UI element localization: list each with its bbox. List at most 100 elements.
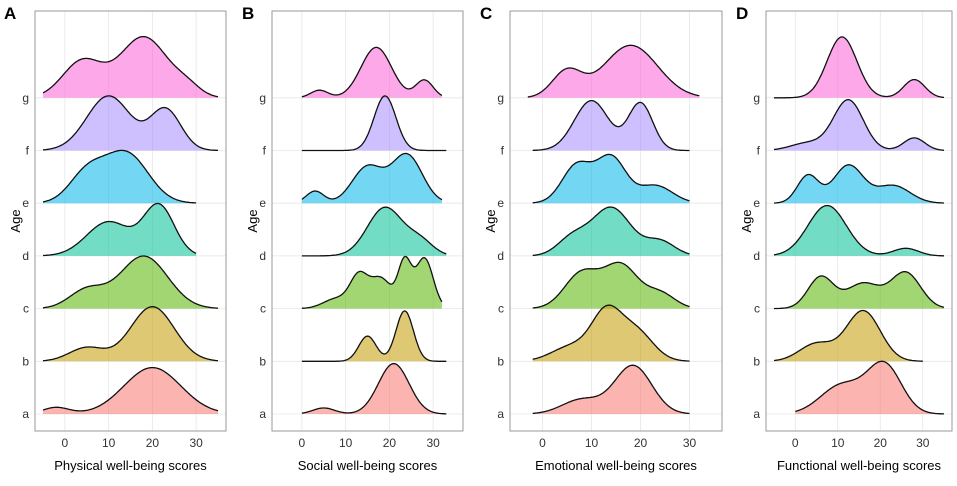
ridge-line-a — [301, 362, 447, 415]
ridge-line-f — [532, 99, 690, 152]
y-tick-label-d: d — [259, 249, 266, 263]
y-tick-label-f: f — [757, 144, 761, 158]
ridge-line-d — [773, 204, 944, 257]
ridge-fill-f — [532, 100, 690, 151]
ridge-line-d — [43, 202, 197, 257]
y-tick-label-a: a — [22, 407, 29, 421]
x-tick-label: 30 — [916, 436, 930, 450]
y-tick-label-g: g — [259, 91, 266, 105]
y-tick-label-b: b — [497, 354, 504, 368]
x-tick-label: 30 — [683, 436, 697, 450]
x-tick-label: 20 — [383, 436, 397, 450]
y-tick-label-g: g — [22, 91, 29, 105]
y-tick-label-a: a — [497, 407, 504, 421]
y-tick-label-d: d — [22, 249, 29, 263]
ridge-fill-d — [532, 207, 690, 256]
y-tick-label-g: g — [753, 91, 760, 105]
x-tick-label: 0 — [62, 436, 69, 450]
y-tick-label-b: b — [753, 354, 760, 368]
y-tick-label-d: d — [497, 249, 504, 263]
ridge-fill-f — [774, 99, 944, 151]
ridge-fill-f — [301, 95, 447, 151]
y-tick-label-c: c — [23, 302, 29, 316]
y-tick-label-b: b — [22, 354, 29, 368]
ridge-fill-c — [43, 256, 218, 309]
ridge-line-e — [532, 153, 690, 204]
ridge-line-g — [527, 44, 700, 98]
y-axis-title: Age — [483, 209, 498, 232]
ridge-line-d — [301, 206, 447, 257]
ridge-fill-f — [43, 95, 218, 151]
x-tick-label: 10 — [585, 436, 599, 450]
y-tick-label-f: f — [26, 144, 30, 158]
x-tick-label: 0 — [539, 436, 546, 450]
ridge-fill-e — [774, 164, 944, 204]
ridge-fill-g — [527, 45, 700, 98]
ridge-line-b — [301, 310, 447, 362]
ridge-fill-b — [301, 310, 447, 362]
y-tick-label-e: e — [497, 196, 504, 210]
ridge-fill-d — [301, 207, 447, 256]
ridge-fill-g — [301, 47, 442, 98]
x-tick-label: 10 — [102, 436, 116, 450]
plot-frame — [509, 10, 723, 432]
ridge-line-a — [795, 360, 944, 415]
x-axis-title: Emotional well-being scores — [535, 458, 697, 473]
x-tick-label: 30 — [426, 436, 440, 450]
plot-frame — [765, 10, 953, 432]
panel-letter: A — [4, 4, 16, 23]
panel-d: a b c d e f g 0 10 20 30 Functional well-being scor… — [736, 4, 953, 473]
ridge-line-f — [773, 98, 945, 151]
ridge-line-b — [773, 309, 923, 362]
y-tick-label-c: c — [498, 302, 504, 316]
ridge-fill-c — [532, 262, 690, 309]
ridge-line-g — [301, 46, 443, 98]
y-tick-label-g: g — [497, 91, 504, 105]
panel-c: a b c d e f g 0 10 20 30 Emotional well-being score… — [480, 4, 723, 473]
y-tick-label-c: c — [754, 302, 760, 316]
ridge-fill-e — [301, 153, 442, 204]
x-tick-label: 0 — [792, 436, 799, 450]
x-tick-label: 20 — [874, 436, 888, 450]
y-tick-label-e: e — [753, 196, 760, 210]
y-tick-label-e: e — [22, 196, 29, 210]
y-axis-title: Age — [245, 209, 260, 232]
x-tick-label: 20 — [146, 436, 160, 450]
x-tick-label: 0 — [299, 436, 306, 450]
ridge-fill-e — [532, 154, 690, 204]
x-axis-title: Social well-being scores — [298, 458, 438, 473]
ridge-line-e — [42, 149, 197, 204]
ridge-fill-g — [43, 36, 218, 98]
x-tick-label: 30 — [189, 436, 203, 450]
ridge-fill-b — [774, 310, 923, 362]
plot-frame — [271, 10, 464, 432]
y-axis-title: Age — [8, 209, 23, 232]
ridge-line-c — [773, 271, 945, 310]
x-tick-label: 20 — [634, 436, 648, 450]
ridge-line-e — [301, 152, 443, 201]
panel-letter: C — [480, 4, 492, 23]
y-tick-label-f: f — [263, 144, 267, 158]
panel-letter: B — [242, 4, 254, 23]
y-tick-label-d: d — [753, 249, 760, 263]
y-tick-label-c: c — [260, 302, 266, 316]
y-tick-label-b: b — [259, 354, 266, 368]
ridge-fill-e — [43, 150, 197, 204]
y-tick-label-a: a — [753, 407, 760, 421]
ridge-line-e — [774, 164, 944, 204]
panel-a: a b c d e f g 0 10 20 30 Physical well-being scores… — [4, 4, 227, 473]
ridge-fill-c — [301, 256, 442, 309]
ridge-fill-a — [795, 361, 944, 414]
ridge-line-g — [42, 35, 219, 98]
ridge-fill-a — [532, 365, 690, 414]
ridge-fill-c — [774, 271, 944, 309]
ridge-fill-b — [532, 305, 690, 362]
y-tick-label-e: e — [259, 196, 266, 210]
y-tick-label-f: f — [501, 144, 505, 158]
ridge-fill-a — [301, 363, 447, 414]
ridge-line-a — [42, 366, 219, 412]
ridge-line-f — [301, 95, 447, 152]
y-axis-title: Age — [739, 209, 754, 232]
ridge-line-c — [42, 255, 219, 309]
